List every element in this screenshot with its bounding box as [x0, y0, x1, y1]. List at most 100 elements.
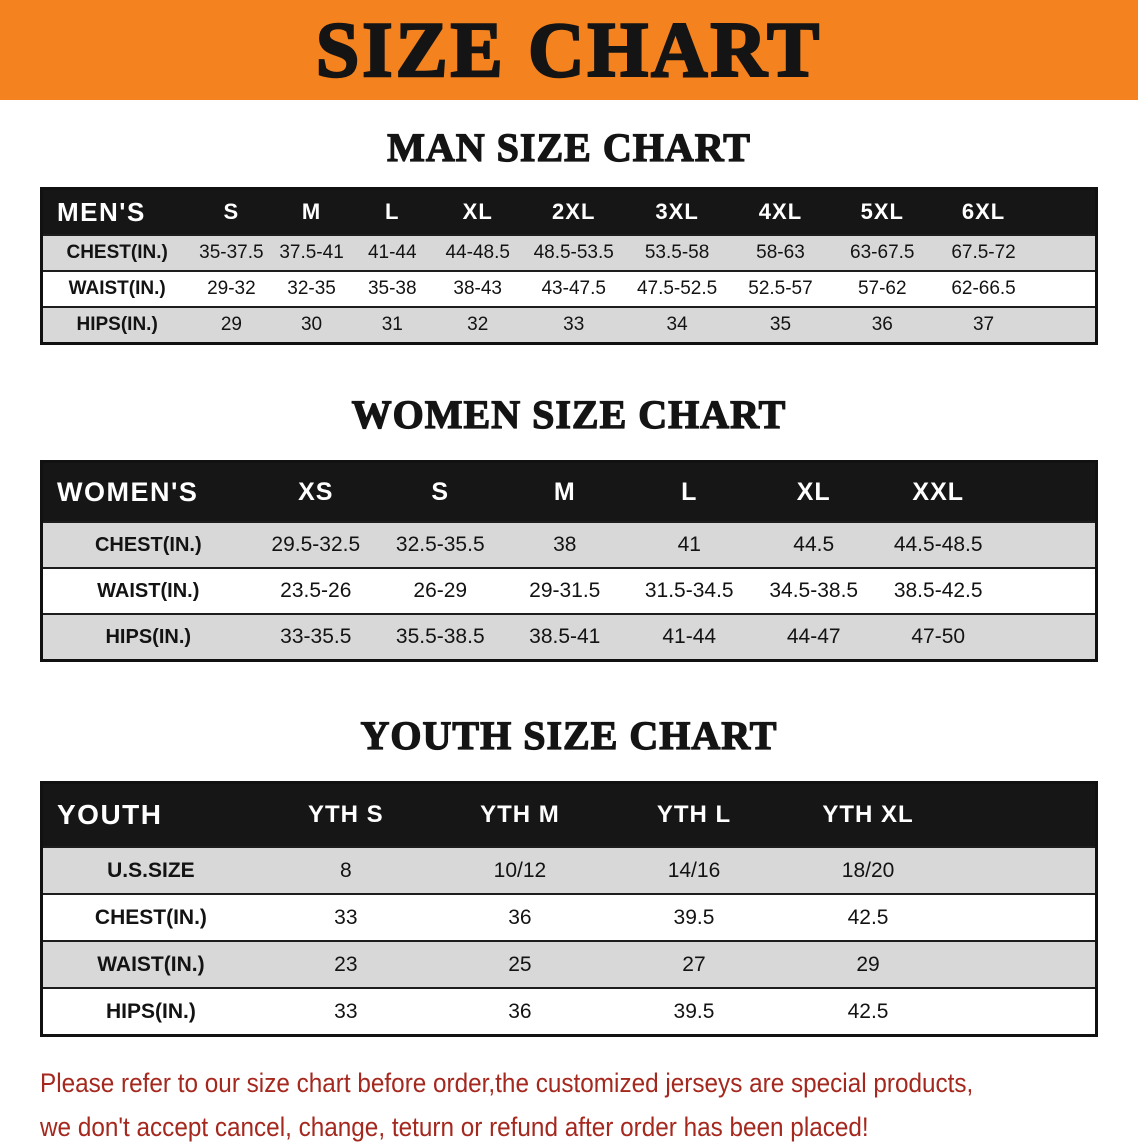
size-value-cell: 29 — [781, 940, 956, 988]
men-size-col-4xl: 4XL — [729, 188, 832, 235]
size-value-cell: 33 — [258, 893, 433, 941]
youth-table-title: YOUTH — [41, 782, 259, 847]
size-value-cell: 23 — [258, 940, 433, 988]
size-value-cell: 58-63 — [729, 234, 832, 271]
women-size-col-xl: XL — [751, 461, 876, 522]
filler-cell — [1034, 270, 1097, 307]
women-row-label-waist-in: WAIST(IN.) — [41, 567, 254, 614]
youth-size-col-yth-m: YTH M — [432, 782, 607, 847]
filler-cell — [955, 782, 1097, 847]
men-row-waist-in: WAIST(IN.) 29-32 32-35 35-38 38-43 43-47.5 47.… — [41, 270, 1097, 307]
size-value-cell: 36 — [432, 987, 607, 1036]
size-value-cell: 38.5-41 — [502, 613, 627, 661]
men-size-col-3xl: 3XL — [624, 188, 730, 235]
men-size-col-5xl: 5XL — [831, 188, 933, 235]
filler-cell — [1034, 188, 1097, 235]
size-value-cell: 63-67.5 — [831, 234, 933, 271]
women-size-col-m: M — [502, 461, 627, 522]
size-value-cell: 34 — [624, 306, 730, 344]
women-row-label-hips-in: HIPS(IN.) — [41, 613, 254, 661]
disclaimer-line-2: we don't accept cancel, change, teturn o… — [40, 1112, 869, 1143]
size-value-cell: 38-43 — [432, 270, 523, 307]
youth-header-row: YOUTH YTH S YTH M YTH L YTH XL — [41, 782, 1097, 847]
youth-row-hips-in: HIPS(IN.) 33 36 39.5 42.5 — [41, 987, 1097, 1036]
women-row-hips-in: HIPS(IN.) 33-35.5 35.5-38.5 38.5-41 41-44 44-… — [41, 613, 1097, 661]
youth-row-waist-in: WAIST(IN.) 23 25 27 29 — [41, 940, 1097, 988]
men-row-label-chest-in: CHEST(IN.) — [41, 234, 192, 271]
youth-section: YOUTH SIZE CHART YOUTH YTH S YTH M YTH L YTH… — [0, 712, 1138, 1037]
men-row-label-waist-in: WAIST(IN.) — [41, 270, 192, 307]
size-value-cell: 39.5 — [606, 987, 782, 1036]
men-row-chest-in: CHEST(IN.) 35-37.5 37.5-41 41-44 44-48.5 48.5… — [41, 234, 1097, 271]
men-row-label-hips-in: HIPS(IN.) — [41, 306, 192, 344]
men-size-col-2xl: 2XL — [522, 188, 625, 235]
size-value-cell: 34.5-38.5 — [751, 567, 876, 614]
page-title: SIZE CHART — [315, 6, 823, 93]
filler-cell — [1034, 306, 1097, 344]
size-value-cell: 38 — [502, 521, 627, 568]
size-value-cell: 23.5-26 — [253, 567, 379, 614]
youth-size-col-yth-xl: YTH XL — [781, 782, 956, 847]
women-header-row: WOMEN'S XS S M L XL XXL — [41, 461, 1097, 522]
size-value-cell: 30 — [271, 306, 352, 344]
youth-row-label-waist-in: WAIST(IN.) — [41, 940, 259, 988]
women-size-col-xs: XS — [253, 461, 379, 522]
size-value-cell: 38.5-42.5 — [875, 567, 1001, 614]
size-value-cell: 18/20 — [781, 846, 956, 894]
men-size-col-xl: XL — [432, 188, 523, 235]
filler-cell — [955, 987, 1097, 1036]
women-row-waist-in: WAIST(IN.) 23.5-26 26-29 29-31.5 31.5-34.5 34… — [41, 567, 1097, 614]
youth-row-label-hips-in: HIPS(IN.) — [41, 987, 259, 1036]
women-size-col-s: S — [378, 461, 503, 522]
size-value-cell: 25 — [432, 940, 607, 988]
banner: SIZE CHART — [0, 0, 1138, 100]
size-value-cell: 32-35 — [271, 270, 352, 307]
size-value-cell: 33-35.5 — [253, 613, 379, 661]
filler-cell — [955, 893, 1097, 941]
size-value-cell: 47-50 — [875, 613, 1001, 661]
size-value-cell: 31.5-34.5 — [627, 567, 752, 614]
size-value-cell: 29-32 — [191, 270, 272, 307]
youth-row-chest-in: CHEST(IN.) 33 36 39.5 42.5 — [41, 893, 1097, 941]
youth-size-col-yth-l: YTH L — [606, 782, 782, 847]
size-value-cell: 29.5-32.5 — [253, 521, 379, 568]
size-value-cell: 57-62 — [831, 270, 933, 307]
size-value-cell: 43-47.5 — [522, 270, 625, 307]
men-section: MAN SIZE CHART MEN'S S M L XL 2XL 3XL 4XL 5XL 6XL… — [0, 124, 1138, 345]
men-row-hips-in: HIPS(IN.) 29 30 31 32 33 34 35 36 37 — [41, 306, 1097, 344]
size-value-cell: 52.5-57 — [729, 270, 832, 307]
size-value-cell: 44-48.5 — [432, 234, 523, 271]
filler-cell — [1000, 567, 1097, 614]
size-value-cell: 67.5-72 — [932, 234, 1035, 271]
disclaimer: Please refer to our size chart before or… — [40, 1065, 1098, 1146]
youth-table: YOUTH YTH S YTH M YTH L YTH XL U.S.SIZE 8 10/12… — [40, 781, 1098, 1037]
size-value-cell: 14/16 — [606, 846, 782, 894]
size-value-cell: 32.5-35.5 — [378, 521, 503, 568]
size-value-cell: 35.5-38.5 — [378, 613, 503, 661]
youth-size-table: YOUTH YTH S YTH M YTH L YTH XL U.S.SIZE 8 10/12… — [40, 781, 1098, 1037]
women-section: WOMEN SIZE CHART WOMEN'S XS S M L XL XXL CHEST(… — [0, 391, 1138, 662]
filler-cell — [1000, 521, 1097, 568]
size-value-cell: 41 — [627, 521, 752, 568]
men-size-table: MEN'S S M L XL 2XL 3XL 4XL 5XL 6XL CHEST(IN.) 35-37… — [40, 187, 1098, 345]
men-table: MEN'S S M L XL 2XL 3XL 4XL 5XL 6XL CHEST(IN.) 35-37… — [40, 187, 1098, 345]
men-size-col-s: S — [191, 188, 272, 235]
size-value-cell: 27 — [606, 940, 782, 988]
size-value-cell: 44.5-48.5 — [875, 521, 1001, 568]
size-value-cell: 41-44 — [627, 613, 752, 661]
size-value-cell: 10/12 — [432, 846, 607, 894]
women-row-chest-in: CHEST(IN.) 29.5-32.5 32.5-35.5 38 41 44.5 44.5… — [41, 521, 1097, 568]
youth-row-u-s-size: U.S.SIZE 8 10/12 14/16 18/20 — [41, 846, 1097, 894]
filler-cell — [955, 940, 1097, 988]
disclaimer-line-1: Please refer to our size chart before or… — [40, 1068, 974, 1098]
women-size-table: WOMEN'S XS S M L XL XXL CHEST(IN.) 29.5-32.5 32.5… — [40, 460, 1098, 662]
size-value-cell: 41-44 — [351, 234, 433, 271]
size-value-cell: 39.5 — [606, 893, 782, 941]
youth-row-label-u-s-size: U.S.SIZE — [41, 846, 259, 894]
women-row-label-chest-in: CHEST(IN.) — [41, 521, 254, 568]
size-value-cell: 47.5-52.5 — [624, 270, 730, 307]
filler-cell — [955, 846, 1097, 894]
filler-cell — [1000, 613, 1097, 661]
size-value-cell: 29-31.5 — [502, 567, 627, 614]
